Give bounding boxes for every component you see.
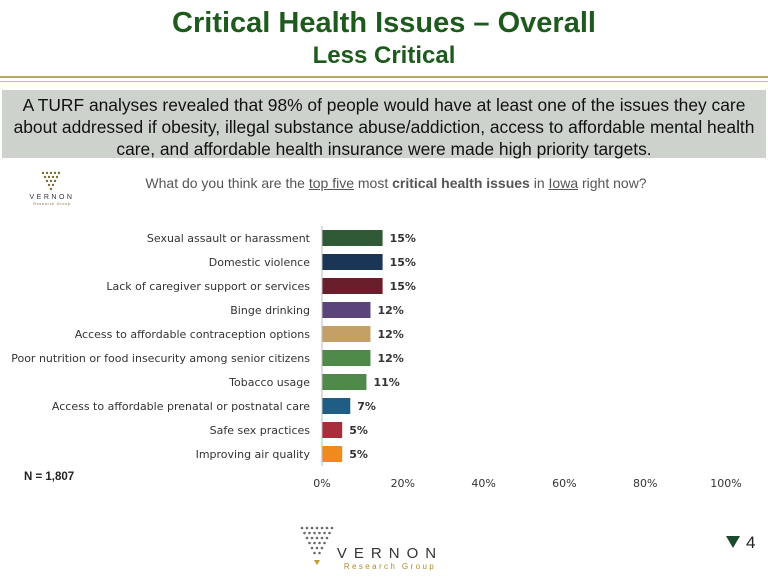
value-label: 5% bbox=[349, 424, 368, 437]
category-label: Binge drinking bbox=[230, 304, 310, 317]
x-tick-label: 40% bbox=[471, 477, 495, 490]
category-label: Domestic violence bbox=[209, 256, 310, 269]
category-label: Improving air quality bbox=[196, 448, 311, 461]
logo-footer-dots-icon bbox=[300, 526, 334, 555]
logo-small-tagline: Research Group bbox=[33, 202, 71, 206]
bar bbox=[322, 374, 367, 390]
bar bbox=[322, 278, 383, 294]
logo-dots-icon bbox=[41, 171, 61, 191]
bar bbox=[322, 230, 383, 246]
bar bbox=[322, 350, 371, 366]
page-number: 4 bbox=[726, 533, 755, 553]
bar bbox=[322, 446, 343, 462]
category-label: Access to affordable contraception optio… bbox=[75, 328, 311, 341]
logo-footer-name: VERNON bbox=[337, 545, 443, 562]
category-label: Lack of caregiver support or services bbox=[106, 280, 310, 293]
bar bbox=[322, 326, 371, 342]
x-tick-label: 80% bbox=[633, 477, 657, 490]
page-subtitle: Less Critical bbox=[312, 42, 456, 69]
value-label: 12% bbox=[377, 304, 403, 317]
vernon-logo-footer: VERNON Research Group bbox=[300, 526, 443, 571]
vernon-logo-small: VERNON Research Group bbox=[30, 171, 75, 206]
value-label: 15% bbox=[390, 232, 416, 245]
category-label: Sexual assault or harassment bbox=[147, 232, 311, 245]
value-label: 5% bbox=[349, 448, 368, 461]
value-label: 12% bbox=[377, 352, 403, 365]
value-label: 7% bbox=[357, 400, 376, 413]
bar bbox=[322, 302, 371, 318]
survey-question: What do you think are the top five most … bbox=[145, 175, 647, 191]
logo-footer-tagline: Research Group bbox=[344, 562, 436, 571]
header-divider-thin bbox=[0, 81, 768, 82]
bar bbox=[322, 398, 351, 414]
category-label: Access to affordable prenatal or postnat… bbox=[52, 400, 310, 413]
category-label: Tobacco usage bbox=[228, 376, 310, 389]
value-label: 12% bbox=[377, 328, 403, 341]
x-tick-label: 100% bbox=[710, 477, 741, 490]
value-label: 11% bbox=[373, 376, 399, 389]
triangle-down-icon bbox=[726, 535, 740, 548]
turf-summary-banner: A TURF analyses revealed that 98% of peo… bbox=[2, 90, 766, 159]
page-title: Critical Health Issues – Overall bbox=[172, 7, 596, 39]
x-tick-label: 0% bbox=[313, 477, 330, 490]
category-label: Poor nutrition or food insecurity among … bbox=[11, 352, 310, 365]
x-tick-label: 60% bbox=[552, 477, 576, 490]
header-divider bbox=[0, 76, 768, 78]
x-tick-label: 20% bbox=[391, 477, 415, 490]
value-label: 15% bbox=[390, 280, 416, 293]
sample-size: N = 1,807 bbox=[24, 471, 75, 483]
value-label: 15% bbox=[390, 256, 416, 269]
bar bbox=[322, 422, 343, 438]
category-label: Safe sex practices bbox=[210, 424, 311, 437]
critical-issues-bar-chart: Sexual assault or harassment 15% Domestic … bbox=[11, 226, 742, 490]
logo-gold-triangle-icon bbox=[314, 560, 320, 565]
logo-small-name: VERNON bbox=[30, 194, 75, 201]
bar bbox=[322, 254, 383, 270]
